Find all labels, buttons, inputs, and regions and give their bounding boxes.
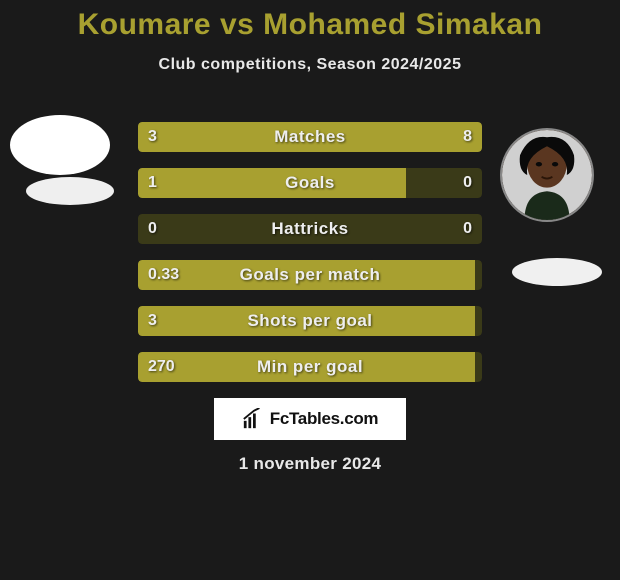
stat-row: 3Shots per goal [138,306,482,336]
branding-box: FcTables.com [214,398,406,440]
stat-label: Goals per match [138,260,482,290]
avatar-left-placeholder [10,115,110,175]
fctables-logo-icon [242,408,264,430]
stat-label: Hattricks [138,214,482,244]
stat-label: Min per goal [138,352,482,382]
stat-row: 00Hattricks [138,214,482,244]
branding-text: FcTables.com [270,409,379,429]
stat-label: Goals [138,168,482,198]
stat-row: 10Goals [138,168,482,198]
stat-label: Matches [138,122,482,152]
page-title: Koumare vs Mohamed Simakan [0,0,620,42]
player-left-name: Koumare [78,8,212,41]
avatar-left-shadow [26,177,114,205]
stat-row: 0.33Goals per match [138,260,482,290]
stat-rows: 38Matches 10Goals 00Hattricks 0.33Goals per… [138,122,482,398]
player-right-name: Mohamed Simakan [263,8,542,41]
date-text: 1 november 2024 [0,454,620,474]
vs-text: vs [211,8,263,41]
stat-row: 38Matches [138,122,482,152]
subtitle: Club competitions, Season 2024/2025 [0,56,620,74]
avatar-right-shadow [512,258,602,286]
avatar-right [500,128,594,222]
stat-label: Shots per goal [138,306,482,336]
avatar-right-photo [502,130,592,220]
stat-row: 270Min per goal [138,352,482,382]
